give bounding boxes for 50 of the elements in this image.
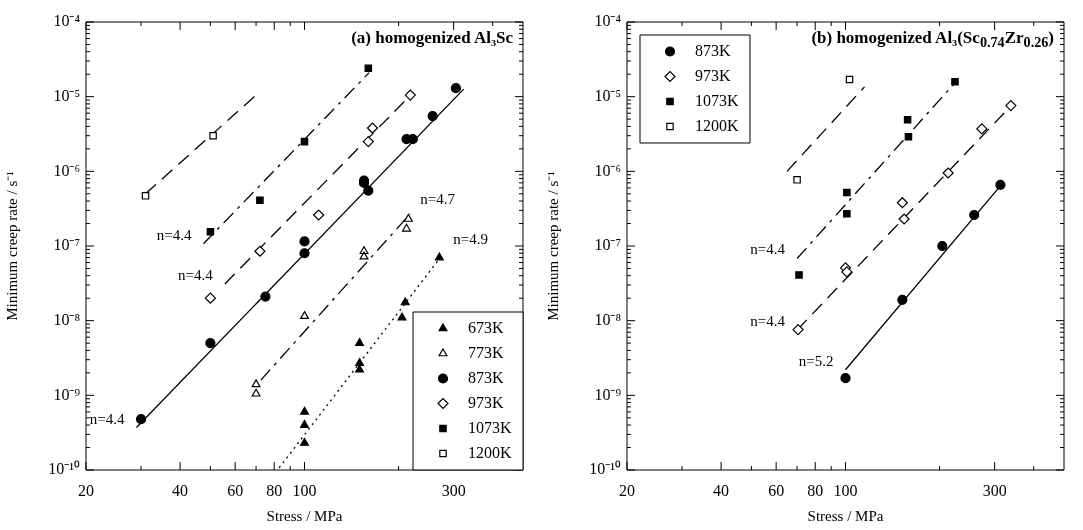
y-axis-title: Minimum creep rate / s⁻¹: [3, 171, 20, 321]
annotation: n=4.4: [89, 410, 125, 427]
x-tick-label: 300: [441, 481, 466, 499]
annotation: n=4.4: [156, 226, 192, 243]
y-tick-label: 10⁻⁶: [594, 161, 621, 179]
legend-label: 673K: [468, 318, 504, 336]
x-tick-label: 100: [833, 481, 858, 499]
y-tick-label: 10⁻⁵: [594, 86, 621, 104]
y-tick-label: 10⁻¹⁰: [48, 460, 80, 478]
chart-title: (a) homogenized Al₃Sc: [351, 28, 513, 48]
y-tick-label: 10⁻⁹: [53, 385, 81, 403]
x-tick-label: 100: [292, 481, 317, 499]
y-tick-label: 10⁻⁹: [594, 385, 622, 403]
x-tick-label: 20: [78, 481, 94, 499]
legend-label: 1073K: [695, 91, 739, 109]
x-tick-label: 80: [807, 481, 824, 499]
x-tick-label: 300: [982, 481, 1007, 499]
y-tick-label: 10⁻⁸: [53, 310, 80, 328]
x-tick-label: 60: [227, 481, 244, 499]
y-tick-label: 10⁻⁴: [53, 12, 81, 30]
legend-label: 1073K: [468, 418, 512, 436]
y-tick-label: 10⁻⁷: [53, 236, 80, 254]
annotation: n=4.7: [420, 190, 456, 207]
y-tick-label: 10⁻⁵: [53, 86, 80, 104]
legend-label: 1200K: [695, 116, 739, 134]
text: (b) homogenized Al₃(Sc$_{0.74}$Zr$_{0.26}$): [811, 28, 1054, 52]
annotation: n=4.4: [750, 312, 786, 329]
legend-label: 873K: [468, 368, 504, 386]
legend-label: 773K: [468, 343, 504, 361]
legend-label: 973K: [468, 393, 504, 411]
y-tick-label: 10⁻⁴: [594, 12, 622, 30]
annotation: n=4.9: [453, 230, 489, 247]
legend-label: 1200K: [468, 443, 512, 461]
y-tick-label: 10⁻⁸: [594, 310, 621, 328]
x-tick-label: 40: [172, 481, 189, 499]
x-axis-title: Stress / MPa: [266, 507, 343, 524]
x-tick-label: 40: [713, 481, 730, 499]
x-tick-label: 60: [768, 481, 785, 499]
y-tick-label: 10⁻¹⁰: [589, 460, 621, 478]
x-tick-label: 80: [266, 481, 283, 499]
annotation: n=4.4: [750, 241, 786, 258]
y-tick-label: 10⁻⁶: [53, 161, 80, 179]
y-axis-title: Minimum creep rate / s⁻¹: [544, 171, 561, 321]
x-tick-label: 20: [619, 481, 635, 499]
annotation: n=4.4: [178, 266, 214, 283]
legend-label: 873K: [695, 41, 731, 59]
annotation: n=5.2: [798, 352, 834, 369]
y-tick-label: 10⁻⁷: [594, 236, 621, 254]
legend-label: 973K: [695, 66, 731, 84]
x-axis-title: Stress / MPa: [807, 507, 884, 524]
